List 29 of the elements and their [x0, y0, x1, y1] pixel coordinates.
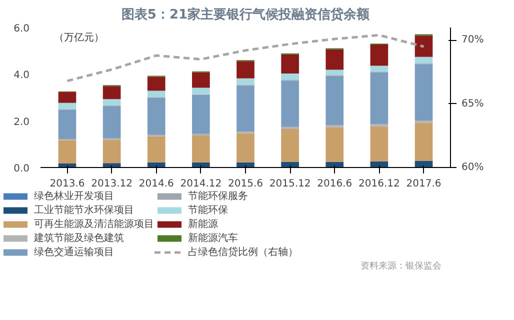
legend-label: 工业节能节水环保项目 — [34, 204, 134, 217]
legend-label: 绿色交通运输项目 — [34, 246, 114, 259]
y2-tick-label: 65% — [462, 98, 484, 110]
x-tick-label: 2013.6 — [50, 178, 85, 190]
legend-label: 可再生能源及清洁能源项目 — [34, 218, 154, 231]
x-tick-label: 2013.12 — [91, 178, 132, 190]
legend-label: 绿色林业开发项目 — [34, 190, 114, 203]
y-axis-title: （万亿元） — [54, 32, 104, 44]
y-tick-label: 4.0 — [14, 70, 30, 82]
legend-label: 建筑节能及绿色建筑 — [34, 232, 124, 245]
y-tick-label: 2.0 — [14, 116, 30, 128]
y-tick-label: 6.0 — [14, 24, 30, 34]
y2-tick-label: 70% — [462, 34, 484, 46]
x-tick-label: 2017.6 — [406, 178, 442, 190]
text: 资料来源：银保监会 — [360, 260, 442, 272]
y2-tick-label: 60% — [462, 162, 484, 173]
legend-label: 新能源汽车 — [188, 232, 238, 245]
x-tick-label: 2016.12 — [358, 178, 400, 190]
x-tick-label: 2016.6 — [317, 178, 352, 190]
x-tick-label: 2015.6 — [228, 178, 264, 190]
x-tick-label: 2014.6 — [138, 178, 174, 190]
y-tick-label: 0.0 — [14, 164, 30, 174]
x-tick-label: 2015.12 — [269, 178, 311, 190]
legend-label: 新能源 — [188, 218, 218, 231]
x-tick-label: 2014.12 — [180, 178, 222, 190]
legend-label: 节能环保 — [188, 204, 228, 217]
chart-title: 图表5：21家主要银行气候投融资信贷余额 — [121, 6, 371, 22]
legend-label: 占绿色信贷比例（右轴） — [188, 246, 298, 259]
legend-label: 节能环保服务 — [188, 190, 248, 203]
